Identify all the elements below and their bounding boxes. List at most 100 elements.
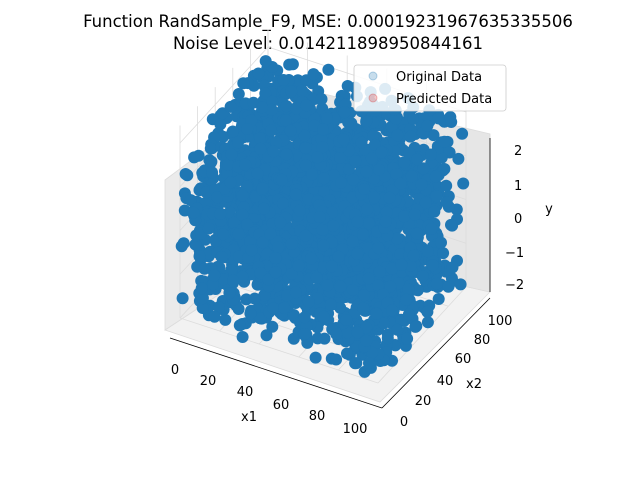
data-point bbox=[368, 191, 381, 204]
data-point bbox=[266, 320, 279, 333]
data-point bbox=[321, 279, 334, 292]
data-point bbox=[292, 259, 305, 272]
data-point bbox=[269, 266, 282, 279]
data-point bbox=[196, 302, 209, 314]
data-point bbox=[236, 270, 249, 283]
data-point bbox=[391, 323, 404, 336]
data-point bbox=[421, 316, 434, 329]
data-point bbox=[347, 173, 360, 186]
x1-tick-label: 0 bbox=[171, 363, 179, 378]
data-point bbox=[179, 168, 192, 180]
data-point bbox=[260, 329, 273, 342]
data-point bbox=[195, 282, 208, 295]
data-point bbox=[187, 206, 200, 219]
data-point bbox=[296, 84, 308, 97]
data-point bbox=[357, 228, 369, 241]
data-point bbox=[285, 267, 298, 280]
data-point bbox=[309, 351, 322, 364]
data-point bbox=[258, 289, 271, 302]
data-point bbox=[360, 165, 373, 178]
data-point bbox=[236, 189, 249, 202]
grid-line bbox=[377, 286, 467, 384]
data-point bbox=[310, 271, 323, 284]
series-original-data bbox=[175, 55, 470, 378]
data-point bbox=[313, 211, 326, 223]
data-point bbox=[298, 311, 311, 324]
data-point bbox=[410, 227, 423, 240]
data-point bbox=[421, 119, 434, 132]
data-point bbox=[400, 293, 413, 306]
data-point bbox=[300, 99, 313, 112]
data-point bbox=[226, 125, 239, 138]
x2-tick-label: 60 bbox=[455, 352, 472, 367]
data-point bbox=[316, 223, 329, 236]
data-point bbox=[298, 328, 311, 340]
data-point bbox=[256, 182, 269, 195]
data-point bbox=[391, 232, 404, 245]
data-point bbox=[391, 129, 404, 142]
data-point bbox=[224, 176, 237, 189]
legend-label-predicted: Predicted Data bbox=[396, 92, 492, 107]
data-point bbox=[307, 68, 320, 81]
data-point bbox=[335, 176, 347, 189]
data-point bbox=[342, 116, 355, 129]
data-point bbox=[285, 85, 298, 98]
data-point bbox=[239, 158, 252, 171]
x1-axis-label: x1 bbox=[241, 410, 257, 425]
x1-tick-label: 60 bbox=[273, 398, 290, 413]
data-point bbox=[222, 158, 234, 171]
data-point bbox=[438, 135, 451, 148]
data-point bbox=[445, 218, 457, 231]
data-point bbox=[198, 262, 211, 275]
data-point bbox=[289, 188, 302, 201]
data-point bbox=[334, 151, 347, 164]
data-point bbox=[317, 310, 330, 323]
data-point bbox=[440, 179, 453, 192]
data-point bbox=[405, 170, 418, 183]
y-tick-label: −2 bbox=[505, 278, 524, 293]
data-point bbox=[332, 250, 345, 263]
legend-marker-original bbox=[368, 71, 378, 81]
data-point bbox=[232, 228, 245, 240]
data-point bbox=[338, 106, 351, 119]
data-point bbox=[299, 159, 312, 172]
data-point bbox=[315, 93, 328, 106]
data-point bbox=[241, 218, 254, 231]
data-point bbox=[302, 295, 315, 308]
data-point bbox=[415, 178, 428, 191]
data-point bbox=[245, 244, 258, 257]
x2-axis-line bbox=[381, 297, 491, 409]
data-point bbox=[442, 280, 455, 293]
data-point bbox=[362, 272, 375, 285]
data-point bbox=[254, 312, 267, 325]
data-point bbox=[394, 177, 407, 190]
data-point bbox=[204, 142, 217, 155]
data-point bbox=[381, 332, 394, 345]
y-tick-label: 1 bbox=[514, 179, 522, 194]
data-point bbox=[233, 319, 246, 332]
data-point bbox=[411, 153, 424, 166]
data-point bbox=[259, 87, 272, 100]
data-point bbox=[373, 265, 386, 278]
grid-line bbox=[179, 46, 269, 144]
x1-tick-label: 40 bbox=[237, 385, 254, 400]
data-point bbox=[375, 146, 388, 159]
data-point bbox=[361, 203, 374, 216]
data-point bbox=[252, 67, 265, 80]
x1-tick-label: 80 bbox=[309, 409, 326, 424]
data-point bbox=[267, 145, 280, 158]
data-point bbox=[224, 100, 237, 113]
data-point bbox=[233, 250, 245, 263]
data-point bbox=[342, 163, 355, 176]
data-point bbox=[417, 162, 430, 175]
x2-tick-label: 40 bbox=[437, 374, 454, 389]
data-point bbox=[330, 328, 343, 340]
data-point bbox=[395, 258, 408, 271]
data-point bbox=[416, 270, 429, 283]
data-point bbox=[267, 302, 280, 315]
data-point bbox=[306, 168, 318, 181]
data-point bbox=[390, 168, 403, 180]
data-point bbox=[452, 152, 465, 165]
x1-tick-label: 20 bbox=[200, 374, 217, 389]
